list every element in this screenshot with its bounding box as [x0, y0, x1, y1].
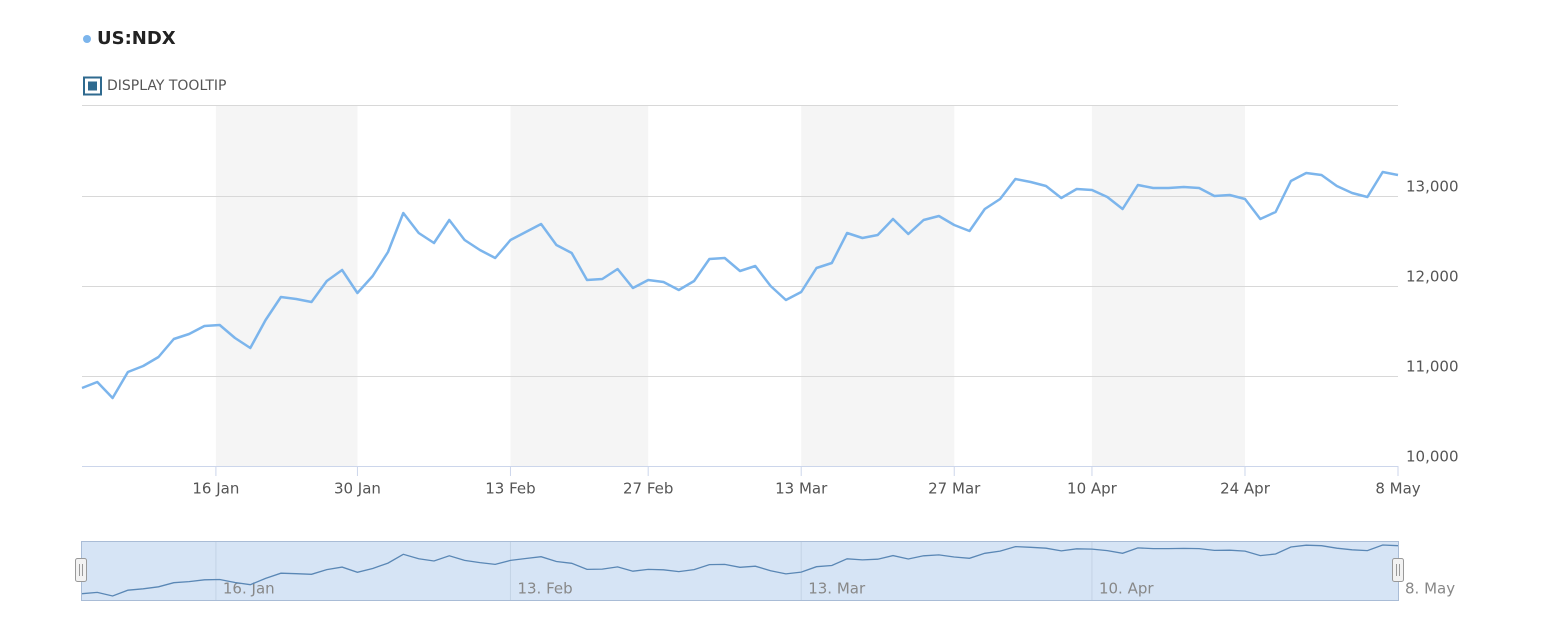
navigator-label: 13. Feb [517, 580, 572, 598]
x-tick-label: 10 Apr [1067, 480, 1118, 498]
x-tick-label: 27 Feb [623, 480, 673, 498]
navigator-label: 8. May [1405, 580, 1455, 598]
y-tick-label: 10,000 [1406, 448, 1459, 466]
tooltip-toggle[interactable]: DISPLAY TOOLTIP [83, 76, 226, 96]
x-tick-label: 13 Mar [775, 480, 828, 498]
x-tick-label: 16 Jan [192, 480, 239, 498]
y-tick-label: 11,000 [1406, 358, 1459, 376]
x-tick-label: 30 Jan [334, 480, 381, 498]
checkbox-label[interactable]: DISPLAY TOOLTIP [107, 78, 226, 94]
navigator-window[interactable] [81, 541, 1399, 601]
navigator-handles[interactable] [75, 558, 1404, 582]
navigator-line [81, 544, 1399, 597]
x-tick-label: 27 Mar [928, 480, 981, 498]
navigator-handle[interactable] [75, 558, 87, 582]
navigator-label: 13. Mar [808, 580, 866, 598]
series-line [81, 170, 1399, 400]
x-tick-label: 13 Feb [485, 480, 535, 498]
navigator-label: 10. Apr [1099, 580, 1154, 598]
plot: 10,000 11,000 12,000 13,000 16 Jan 30 Jan 13 F… [81, 170, 1459, 498]
x-tick-label: 24 Apr [1220, 480, 1271, 498]
navigator-label: 16. Jan [223, 580, 275, 598]
navigator: 16. Jan 13. Feb 13. Mar 10. Apr 8. May [81, 542, 1455, 600]
checkbox-check [88, 81, 97, 91]
y-tick-label: 12,000 [1406, 268, 1459, 286]
y-tick-label: 13,000 [1406, 178, 1459, 196]
legend-label: US:NDX [97, 28, 176, 49]
legend-marker [83, 35, 91, 43]
navigator-handle[interactable] [1392, 558, 1404, 582]
x-tick-label: 8 May [1375, 480, 1420, 498]
